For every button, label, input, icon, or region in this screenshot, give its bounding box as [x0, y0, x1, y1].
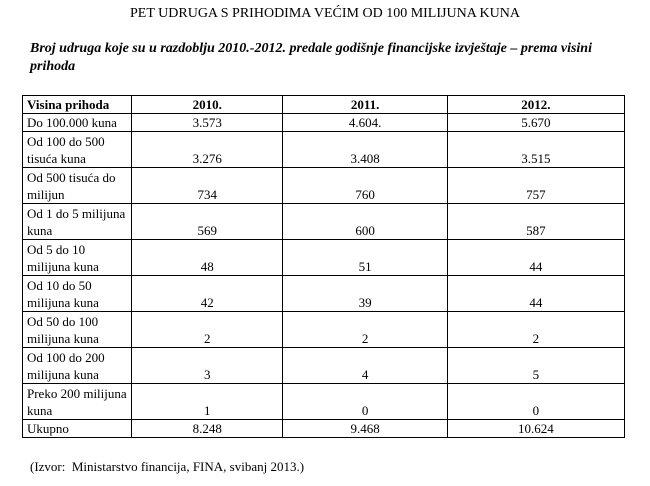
source: (Izvor: Ministarstvo financija, FINA, sv… — [30, 459, 305, 474]
cell: 569 — [130, 203, 284, 240]
cell: 757 — [446, 167, 626, 204]
row-label: Od 100 do 500 tisuća kuna — [22, 131, 132, 168]
cell: 5 — [446, 347, 626, 384]
cell: 3.515 — [446, 131, 626, 168]
header-cell: 2011. — [282, 95, 448, 114]
cell: 3.276 — [130, 131, 284, 168]
table-row: Od 500 tisuća do milijun 734 760 757 — [22, 167, 626, 204]
cell: 4 — [282, 347, 448, 384]
table-body: Do 100.000 kuna 3.573 4.604. 5.670 Od 100 do… — [22, 113, 626, 438]
table-row: Od 5 do 10 milijuna kuna 48 51 44 — [22, 239, 626, 276]
row-label: Od 5 do 10 milijuna kuna — [22, 239, 132, 276]
cell: 0 — [446, 383, 626, 420]
cell: 734 — [130, 167, 284, 204]
subtitle: Broj udruga koje su u razdoblju 2010.-20… — [30, 41, 596, 74]
cell: 587 — [446, 203, 626, 240]
header-row: Visina prihoda 2010. 2011. 2012. — [22, 95, 626, 114]
cell: 2 — [130, 311, 284, 348]
table-row: Od 10 do 50 milijuna kuna 42 39 44 — [22, 275, 626, 312]
cell: 1 — [130, 383, 284, 420]
cell: 4.604. — [282, 113, 448, 132]
cell: 600 — [282, 203, 448, 240]
header-cell: Visina prihoda — [22, 95, 132, 114]
row-label: Ukupno — [22, 419, 132, 438]
cell: 2 — [446, 311, 626, 348]
table: Visina prihoda 2010. 2011. 2012. Do 100.000… — [22, 95, 626, 438]
cell: 760 — [282, 167, 448, 204]
cell: 10.624 — [446, 419, 626, 438]
cell: 3.408 — [282, 131, 448, 168]
cell: 39 — [282, 275, 448, 312]
table-row: Od 100 do 500 tisuća kuna 3.276 3.408 3.515 — [22, 131, 626, 168]
header-cell: 2010. — [130, 95, 284, 114]
cell: 0 — [282, 383, 448, 420]
cell: 44 — [446, 239, 626, 276]
cell: 8.248 — [130, 419, 284, 438]
header-cell: 2012. — [446, 95, 626, 114]
cell: 51 — [282, 239, 448, 276]
table-row: Do 100.000 kuna 3.573 4.604. 5.670 — [22, 113, 626, 132]
row-label: Od 500 tisuća do milijun — [22, 167, 132, 204]
cell: 5.670 — [446, 113, 626, 132]
cell: 44 — [446, 275, 626, 312]
cell: 42 — [130, 275, 284, 312]
title: PET UDRUGA S PRIHODIMA VEĆIM OD 100 MILI… — [130, 6, 520, 21]
row-label: Preko 200 milijuna kuna — [22, 383, 132, 420]
cell: 3.573 — [130, 113, 284, 132]
table-row: Od 100 do 200 milijuna kuna 3 4 5 — [22, 347, 626, 384]
table-row: Od 50 do 100 milijuna kuna 2 2 2 — [22, 311, 626, 348]
cell: 48 — [130, 239, 284, 276]
cell: 2 — [282, 311, 448, 348]
row-label: Od 100 do 200 milijuna kuna — [22, 347, 132, 384]
row-label: Do 100.000 kuna — [22, 113, 132, 132]
row-label: Od 50 do 100 milijuna kuna — [22, 311, 132, 348]
row-label: Od 10 do 50 milijuna kuna — [22, 275, 132, 312]
table-row: Od 1 do 5 milijuna kuna 569 600 587 — [22, 203, 626, 240]
table-row: Preko 200 milijuna kuna 1 0 0 — [22, 383, 626, 420]
row-label: Od 1 do 5 milijuna kuna — [22, 203, 132, 240]
table-row: Ukupno 8.248 9.468 10.624 — [22, 419, 626, 438]
cell: 3 — [130, 347, 284, 384]
cell: 9.468 — [282, 419, 448, 438]
